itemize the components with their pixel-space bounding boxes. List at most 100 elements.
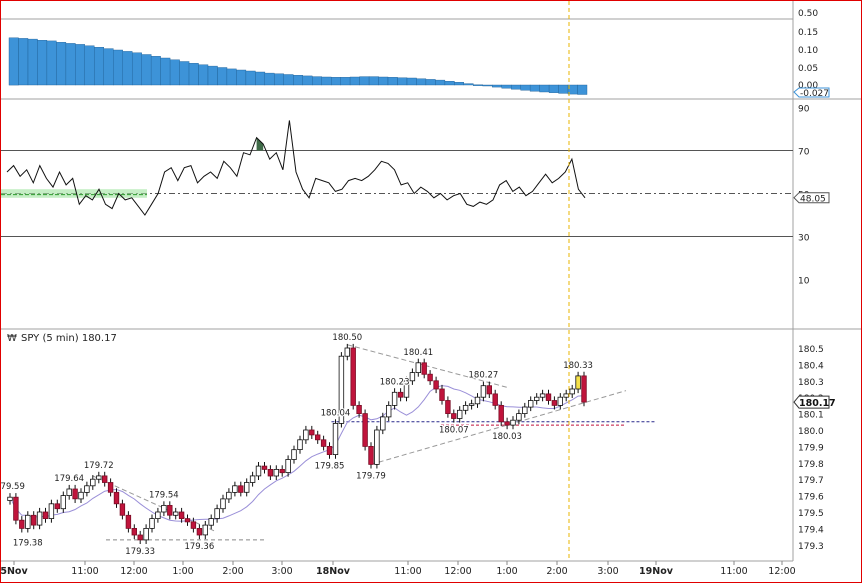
candle-body — [243, 482, 250, 493]
histogram-bar — [56, 42, 67, 86]
histogram-bar — [435, 79, 446, 86]
candle-body — [279, 468, 285, 474]
candle-body — [208, 518, 214, 526]
candle-body — [314, 434, 321, 441]
histogram-bar — [37, 40, 48, 86]
symbol-legend[interactable]: ₩ SPY (5 min) 180.17 — [7, 333, 117, 344]
candle-body — [433, 380, 439, 390]
histogram-bar — [340, 77, 351, 86]
candle-body — [451, 413, 457, 419]
histogram-bar — [577, 84, 588, 95]
candle-body — [90, 478, 96, 487]
histogram-bar — [378, 76, 389, 86]
price-tick-label: 179.8 — [798, 460, 824, 470]
time-tick-label: 12:00 — [120, 566, 147, 577]
candle-body — [72, 488, 78, 500]
histogram-bar — [539, 84, 550, 93]
price-label: 179.38 — [13, 539, 43, 549]
candle-body — [96, 475, 102, 480]
candle-body — [326, 445, 333, 455]
price-label: 179.79 — [356, 471, 386, 481]
rsi-tick-label: 10 — [798, 277, 810, 287]
histogram-bar — [406, 77, 417, 86]
candle-body — [238, 485, 244, 493]
candle-body — [66, 488, 72, 496]
price-label: 180.27 — [469, 371, 499, 381]
histogram-bar — [255, 71, 266, 86]
histogram-bar — [454, 81, 464, 86]
candle-body — [350, 347, 356, 406]
histogram-bar — [463, 83, 474, 86]
histogram-tick-label: 0.05 — [798, 64, 818, 74]
candle-body — [468, 403, 475, 406]
candle-body — [445, 400, 451, 415]
price-tick-label: 179.3 — [798, 542, 824, 552]
rsi-value-badge — [793, 192, 830, 204]
candle-body — [184, 518, 191, 523]
candle-body — [581, 375, 587, 403]
candle-body — [516, 413, 522, 421]
histogram-bar — [236, 69, 247, 86]
rsi-tick-label: 30 — [798, 234, 810, 244]
histogram-bar — [501, 84, 512, 89]
histogram-bar — [558, 84, 569, 94]
candle-body — [397, 391, 404, 398]
candle-body — [25, 514, 31, 529]
candle-body — [261, 465, 268, 470]
histogram-bar — [245, 70, 256, 86]
time-tick-label: 2:00 — [222, 566, 243, 577]
histogram-bar — [482, 84, 493, 87]
histogram-panel: 0.50 0.15 0.10 0.05 0.00-0.027 — [8, 9, 830, 99]
histogram-bar — [548, 84, 559, 93]
price-tick-label: 180.0 — [798, 427, 824, 437]
legend-icon: ₩ — [7, 333, 17, 344]
histogram-bar — [27, 38, 38, 86]
histogram-bar — [520, 84, 531, 91]
price-tick-label: 180.3 — [798, 378, 824, 388]
price-label: 180.41 — [403, 348, 433, 358]
candle-body — [167, 504, 173, 516]
price-tick-label: 180.4 — [798, 361, 824, 371]
candle-body — [285, 459, 291, 474]
candle-body — [36, 511, 43, 526]
time-tick-label: 3:00 — [597, 566, 618, 577]
histogram-bar — [274, 73, 284, 86]
histogram-bar — [416, 78, 427, 86]
candle-body — [391, 391, 398, 406]
histogram-bar — [226, 68, 237, 86]
candle-body — [249, 475, 256, 483]
histogram-bar — [160, 57, 171, 86]
candle-body — [303, 429, 309, 441]
price-label: 180.33 — [563, 361, 593, 371]
price-label: 179.54 — [149, 490, 179, 500]
price-label: 180.04 — [321, 408, 351, 418]
candle-body — [563, 393, 569, 398]
candle-body — [107, 482, 114, 493]
candle-body — [226, 491, 232, 500]
price-tick-label: 179.5 — [798, 509, 824, 519]
histogram-bar — [331, 77, 341, 86]
histogram-bar — [46, 40, 57, 86]
candle-body — [291, 449, 297, 460]
time-tick-label: 12:00 — [768, 566, 795, 577]
price-label: 179.36 — [184, 542, 214, 552]
candle-body — [380, 416, 386, 431]
price-label: 180.23 — [380, 377, 410, 387]
time-tick-label: 5Nov — [1, 566, 28, 577]
candle-body — [534, 396, 540, 401]
price-label: 179.72 — [84, 461, 114, 471]
candle-body — [13, 496, 19, 521]
candle-body — [232, 485, 238, 493]
candle-body — [113, 491, 120, 505]
candle-body — [149, 518, 155, 529]
price-tick-label: 180.5 — [798, 345, 824, 355]
histogram-bar — [312, 76, 322, 86]
histogram-bar — [359, 76, 370, 86]
candle-body — [344, 347, 350, 357]
histogram-bar — [207, 65, 218, 86]
moving-average-line — [9, 385, 585, 522]
candle-body — [220, 498, 226, 510]
candle-body — [504, 421, 510, 426]
histogram-bar — [349, 76, 360, 86]
